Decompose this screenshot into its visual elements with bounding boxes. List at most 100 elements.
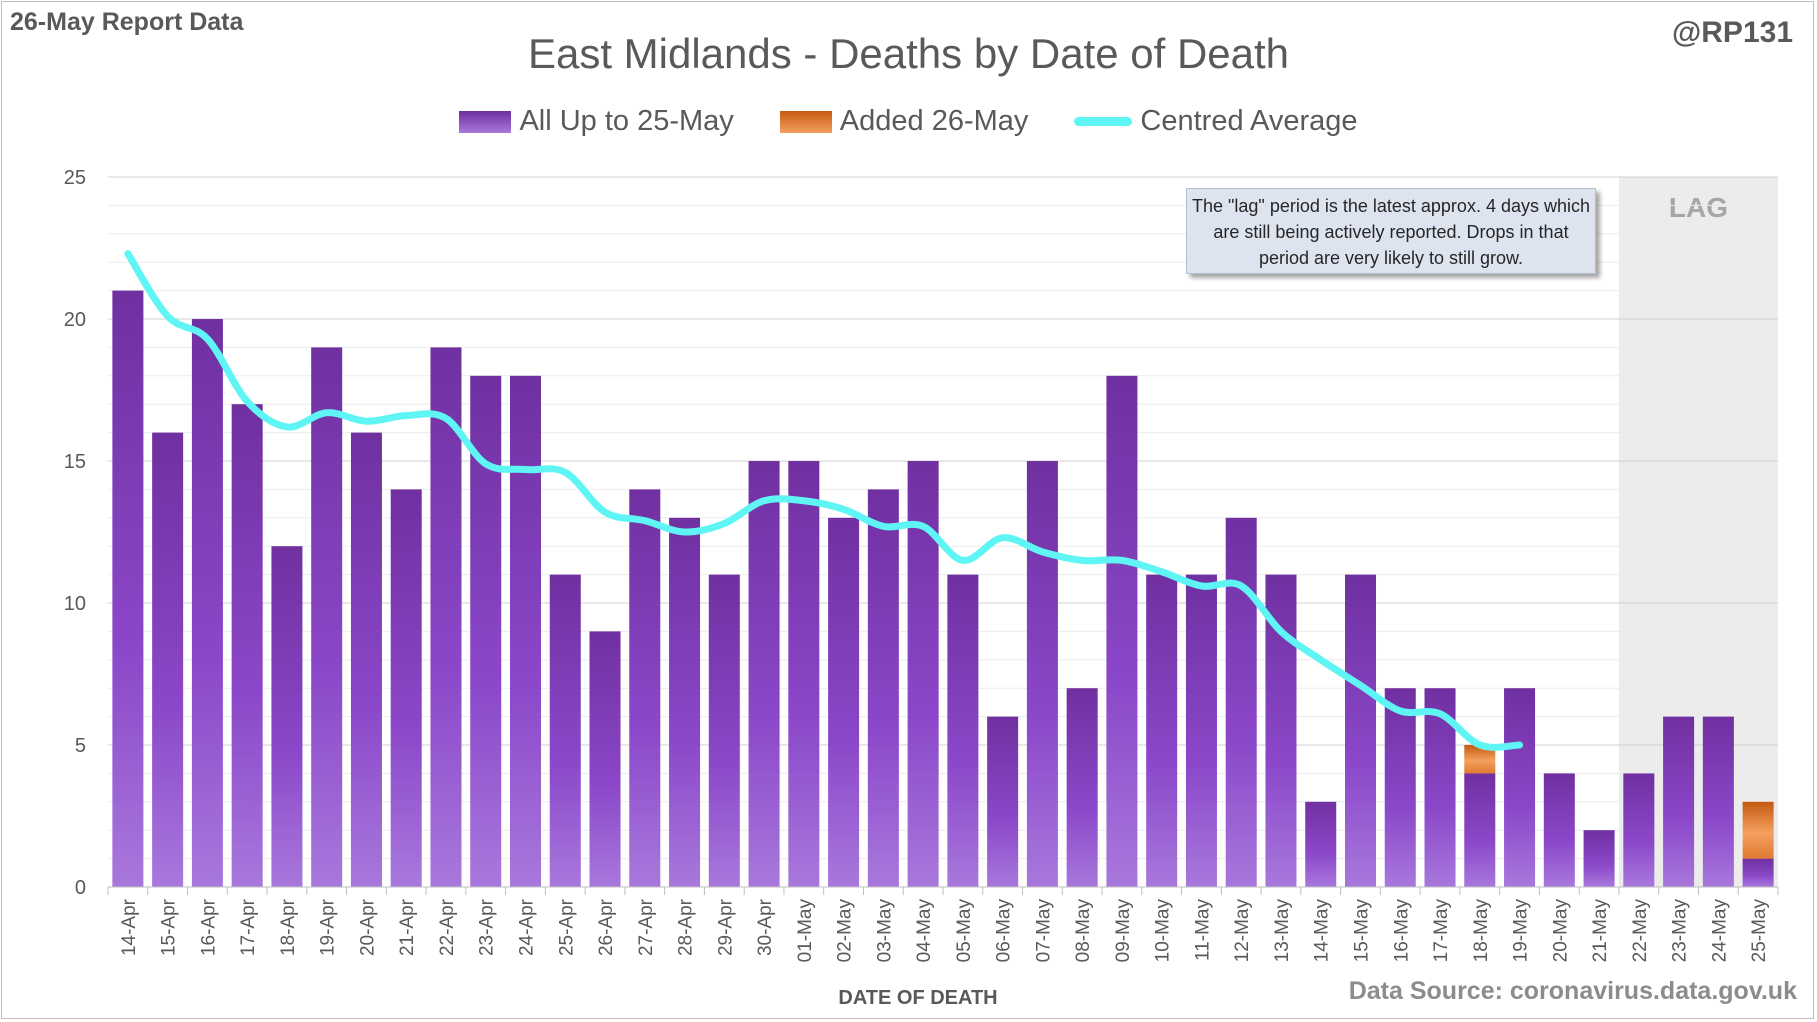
x-tick-label: 01-May [795,899,816,963]
legend-swatch-average [1074,117,1132,126]
bar-all-up-to-25-may [987,717,1018,887]
legend-item-added: Added 26-May [780,105,1029,138]
bar-all-up-to-25-may [1067,688,1098,887]
bar-all-up-to-25-may [1544,773,1575,887]
y-tick-label: 20 [64,309,86,331]
x-tick-label: 06-May [994,899,1015,963]
x-tick-label: 16-May [1391,899,1412,963]
bar-all-up-to-25-may [1385,688,1416,887]
bar-all-up-to-25-may [1106,376,1137,887]
x-tick-label: 18-May [1471,899,1492,963]
bar-all-up-to-25-may [629,489,660,887]
bar-all-up-to-25-may [550,575,581,887]
bar-all-up-to-25-may [868,489,899,887]
y-tick-label: 5 [75,735,86,757]
x-tick-label: 22-May [1630,899,1651,963]
bar-all-up-to-25-may [112,291,143,887]
x-tick-label: 29-Apr [715,898,736,956]
x-tick-label: 16-Apr [198,898,219,956]
x-tick-label: 23-Apr [477,898,498,956]
x-tick-label: 13-May [1272,899,1293,963]
chart-title: East Midlands - Deaths by Date of Death [0,30,1817,78]
legend-swatch-added [780,111,832,133]
x-tick-label: 05-May [954,899,975,963]
bar-all-up-to-25-may [271,546,302,887]
legend-item-average: Centred Average [1074,105,1357,138]
x-tick-label: 19-Apr [318,898,339,956]
bar-all-up-to-25-may [1146,575,1177,887]
x-tick-label: 03-May [874,899,895,963]
x-tick-label: 24-Apr [517,898,538,956]
x-tick-label: 25-Apr [556,898,577,956]
bar-all-up-to-25-may [192,319,223,887]
data-source: Data Source: coronavirus.data.gov.uk [1349,977,1797,1006]
x-tick-label: 30-Apr [755,898,776,956]
x-tick-label: 25-May [1749,899,1770,963]
x-tick-label: 14-Apr [119,898,140,956]
x-tick-label: 20-May [1550,899,1571,963]
bar-all-up-to-25-may [510,376,541,887]
bar-all-up-to-25-may [391,489,422,887]
y-tick-label: 0 [75,877,86,899]
legend: All Up to 25-May Added 26-May Centred Av… [0,105,1817,138]
bar-all-up-to-25-may [1027,461,1058,887]
bar-all-up-to-25-may [590,631,621,887]
bar-all-up-to-25-may [1703,717,1734,887]
x-tick-label: 18-Apr [278,898,299,956]
legend-label-all: All Up to 25-May [519,105,733,138]
x-tick-label: 09-May [1113,899,1134,963]
x-tick-label: 10-May [1153,899,1174,963]
x-tick-label: 15-Apr [159,898,180,956]
bar-all-up-to-25-may [947,575,978,887]
x-tick-label: 21-May [1590,899,1611,963]
x-tick-label: 20-Apr [357,898,378,956]
legend-label-average: Centred Average [1140,105,1357,138]
lag-note: The "lag" period is the latest approx. 4… [1186,188,1596,274]
y-tick-label: 15 [64,451,86,473]
x-tick-label: 26-Apr [596,898,617,956]
legend-label-added: Added 26-May [840,105,1029,138]
x-tick-label: 23-May [1670,899,1691,963]
legend-item-all: All Up to 25-May [459,105,733,138]
y-tick-label: 10 [64,593,86,615]
y-tick-label: 25 [64,167,86,189]
x-tick-label: 14-May [1312,899,1333,963]
x-tick-label: 28-Apr [676,898,697,956]
x-tick-label: 19-May [1511,899,1532,963]
x-tick-label: 24-May [1709,899,1730,963]
bar-all-up-to-25-may [1743,859,1774,887]
x-tick-label: 15-May [1352,899,1373,963]
bar-all-up-to-25-may [1663,717,1694,887]
bar-all-up-to-25-may [1186,575,1217,887]
x-tick-label: 04-May [914,899,935,963]
x-tick-label: 22-Apr [437,898,458,956]
bar-all-up-to-25-may [1464,773,1495,887]
bar-all-up-to-25-may [1345,575,1376,887]
legend-swatch-all [459,111,511,133]
bar-all-up-to-25-may [1226,518,1257,887]
bar-all-up-to-25-may [709,575,740,887]
chart-plot: LAG 0 5 10 15 20 25 14-Apr 15-Apr 16-Apr 17-Apr 18… [0,0,1817,1022]
x-tick-label: 17-May [1431,899,1452,963]
bar-all-up-to-25-may [1504,688,1535,887]
bar-all-up-to-25-may [788,461,819,887]
x-tick-label: 17-Apr [238,898,259,956]
lag-label: LAG [1669,192,1728,223]
x-tick-label: 27-Apr [636,898,657,956]
bar-all-up-to-25-may [311,347,342,887]
bar-all-up-to-25-may [1623,773,1654,887]
x-tick-label: 11-May [1192,899,1213,961]
bar-all-up-to-25-may [232,404,263,887]
bar-added-26-may [1743,802,1774,859]
x-tick-label: 08-May [1073,899,1094,963]
bar-all-up-to-25-may [351,433,382,887]
bar-all-up-to-25-may [828,518,859,887]
bar-all-up-to-25-may [152,433,183,887]
bar-all-up-to-25-may [749,461,780,887]
x-tick-label: 07-May [1033,899,1054,963]
x-tick-label: 12-May [1232,899,1253,963]
x-axis-title: DATE OF DEATH [838,987,997,1009]
bar-all-up-to-25-may [669,518,700,887]
bar-all-up-to-25-may [1305,802,1336,887]
x-tick-label: 21-Apr [397,898,418,956]
